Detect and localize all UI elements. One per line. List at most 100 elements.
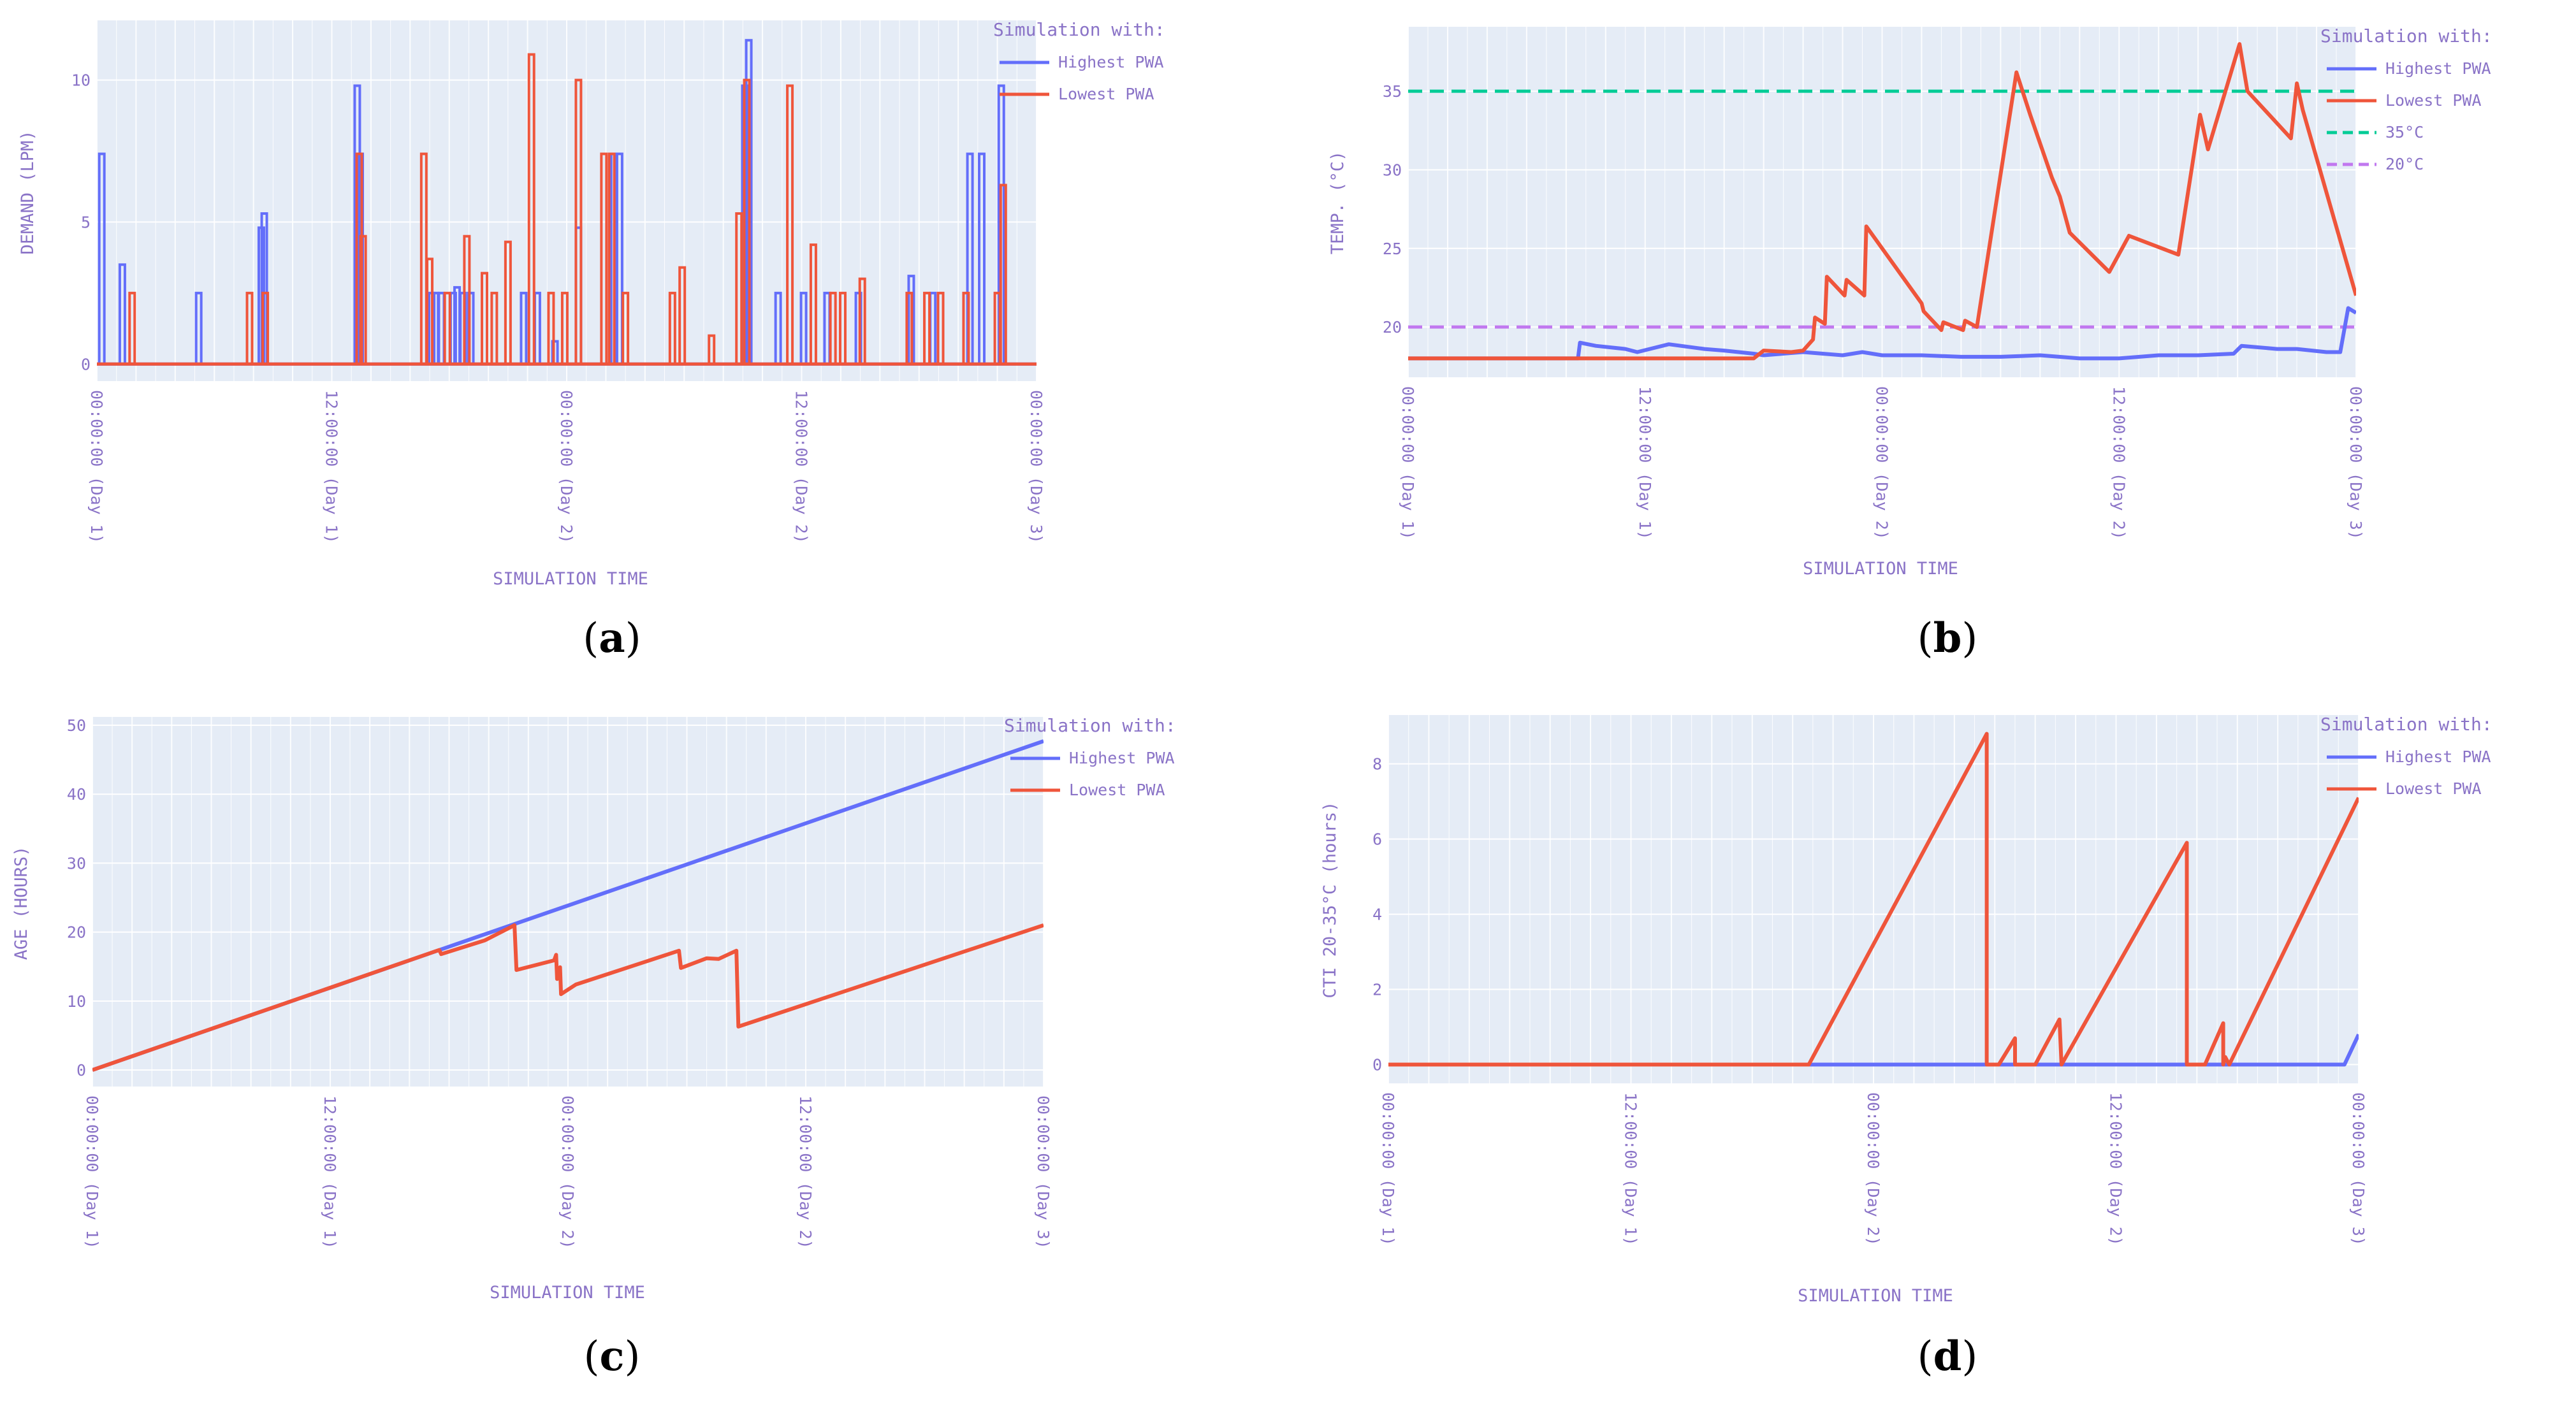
demand-spike xyxy=(128,291,136,366)
legend-item: Lowest PWA xyxy=(1069,781,1165,799)
x-tick-label: 12:00:00 (Day 2) xyxy=(796,1095,815,1249)
demand-spike xyxy=(426,257,434,366)
demand-spike xyxy=(936,291,945,366)
y-tick-label: 0 xyxy=(1372,1056,1382,1074)
demand-spike xyxy=(858,277,866,366)
series-group xyxy=(1408,42,2356,361)
series-lowest-pwa-line xyxy=(1408,42,2356,361)
y-tick-label: 10 xyxy=(67,992,86,1011)
x-axis-label: SIMULATION TIME xyxy=(493,569,648,589)
y-tick-label: 0 xyxy=(76,1061,86,1080)
series-lowest-pwa xyxy=(97,53,1037,366)
series-lowest-pwa xyxy=(1388,732,2359,1067)
x-tick-label: 12:00:00 (Day 2) xyxy=(2109,386,2128,540)
y-tick-label: 20 xyxy=(1383,318,1402,336)
demand-spike xyxy=(809,243,817,366)
demand-spike xyxy=(608,152,616,366)
panel-caption: (c) xyxy=(584,1333,641,1380)
demand-spike xyxy=(708,334,716,366)
legend-item: 35°C xyxy=(2385,123,2424,141)
legend-item: Highest PWA xyxy=(1058,53,1164,71)
chart-panel-a: 0 5 10 00:00:00 (Day 1) 12:00:00 (Day 1) 00:0… xyxy=(18,19,1165,589)
x-tick-label: 12:00:00 (Day 1) xyxy=(321,1095,339,1249)
legend-title: Simulation with: xyxy=(2320,714,2492,735)
panel-caption: (a) xyxy=(583,614,641,662)
demand-spike xyxy=(838,291,847,366)
demand-spike xyxy=(999,184,1007,366)
x-tick-label: 00:00:00 (Day 2) xyxy=(1864,1092,1882,1246)
x-axis-label: SIMULATION TIME xyxy=(1798,1286,1953,1306)
legend-item: Highest PWA xyxy=(2385,59,2491,78)
legend: Simulation with: Highest PWA Lowest PWA 35°… xyxy=(2320,25,2492,173)
x-tick-label: 12:00:00 (Day 2) xyxy=(792,390,811,544)
caption-letter: c xyxy=(600,1333,625,1380)
demand-spike xyxy=(622,291,630,366)
y-tick-label: 35 xyxy=(1383,82,1402,101)
x-tick-label: 00:00:00 (Day 3) xyxy=(1034,1095,1052,1249)
series-group xyxy=(97,39,1037,366)
panel-caption: (b) xyxy=(1917,614,1978,662)
demand-spike xyxy=(923,291,931,366)
caption-open-paren: ( xyxy=(584,1333,600,1380)
y-tick-label: 25 xyxy=(1383,240,1402,258)
demand-spike xyxy=(962,291,970,366)
caption-close-paren: ) xyxy=(624,1333,640,1380)
demand-spike xyxy=(678,266,687,366)
x-tick-label: 00:00:00 (Day 2) xyxy=(558,1095,577,1249)
legend-title: Simulation with: xyxy=(1004,715,1176,736)
demand-spike xyxy=(574,78,583,366)
gridlines xyxy=(1408,27,2357,377)
series-highest-pwa-line xyxy=(1408,306,2356,361)
x-tick-label: 00:00:00 (Day 2) xyxy=(1873,386,1891,540)
series-group xyxy=(1388,732,2359,1067)
demand-spike xyxy=(786,84,794,366)
x-tick-label: 00:00:00 (Day 2) xyxy=(557,390,576,544)
demand-spike xyxy=(245,291,254,366)
y-tick-label: 5 xyxy=(81,213,91,231)
demand-spike xyxy=(261,291,270,366)
x-tick-label: 12:00:00 (Day 1) xyxy=(323,390,341,544)
demand-spike xyxy=(735,212,743,366)
x-tick-label: 00:00:00 (Day 3) xyxy=(2347,386,2365,540)
chart-panel-b: 20 25 30 35 00:00:00 (Day 1) 12:00:00 (Day 1)… xyxy=(1328,25,2492,579)
chart-panel-c: 0 10 20 30 40 50 00:00:00 (Day 1) 12:00:00 (Day… xyxy=(11,715,1176,1303)
x-axis-label: SIMULATION TIME xyxy=(1803,559,1958,579)
y-tick-label: 6 xyxy=(1372,830,1382,849)
y-tick-label: 30 xyxy=(1383,161,1402,179)
demand-spike xyxy=(527,53,535,366)
series-lowest-pwa xyxy=(92,923,1044,1072)
demand-spike xyxy=(481,271,489,366)
demand-spike xyxy=(829,291,837,366)
caption-open-paren: ( xyxy=(1917,615,1933,662)
x-tick-label: 00:00:00 (Day 3) xyxy=(2349,1092,2368,1246)
demand-spike xyxy=(743,78,751,366)
x-tick-label: 00:00:00 (Day 3) xyxy=(1027,390,1045,544)
series-group xyxy=(92,739,1044,1072)
y-tick-label: 2 xyxy=(1372,981,1382,999)
x-tick-label: 00:00:00 (Day 1) xyxy=(83,1095,101,1249)
caption-open-paren: ( xyxy=(583,615,599,662)
demand-spike xyxy=(560,291,569,366)
demand-spike xyxy=(443,291,451,366)
demand-spike xyxy=(547,291,555,366)
legend-item: Lowest PWA xyxy=(1058,85,1154,103)
legend-item: Highest PWA xyxy=(2385,748,2491,766)
legend-item: Lowest PWA xyxy=(2385,779,2482,798)
caption-letter: d xyxy=(1933,1333,1962,1380)
series-lowest-pwa-line xyxy=(1388,732,2359,1067)
series-lowest-pwa xyxy=(1408,42,2356,361)
legend: Simulation with: Highest PWA Lowest PWA xyxy=(993,19,1165,103)
y-tick-label: 30 xyxy=(67,854,86,872)
chart-panel-d: 0 2 4 6 8 00:00:00 (Day 1) 12:00:00 (Day 1) 00:… xyxy=(1320,714,2492,1306)
y-tick-label: 50 xyxy=(67,716,86,735)
legend-item: 20°C xyxy=(2385,155,2424,173)
x-tick-label: 00:00:00 (Day 1) xyxy=(1379,1092,1397,1246)
y-axis-label: CTI 20-35°C (hours) xyxy=(1320,802,1340,999)
demand-spike xyxy=(463,235,471,366)
caption-open-paren: ( xyxy=(1917,1333,1933,1380)
gridlines xyxy=(92,717,1044,1087)
x-tick-label: 12:00:00 (Day 2) xyxy=(2107,1092,2125,1246)
demand-spike xyxy=(668,291,676,366)
demand-spike xyxy=(490,291,498,366)
